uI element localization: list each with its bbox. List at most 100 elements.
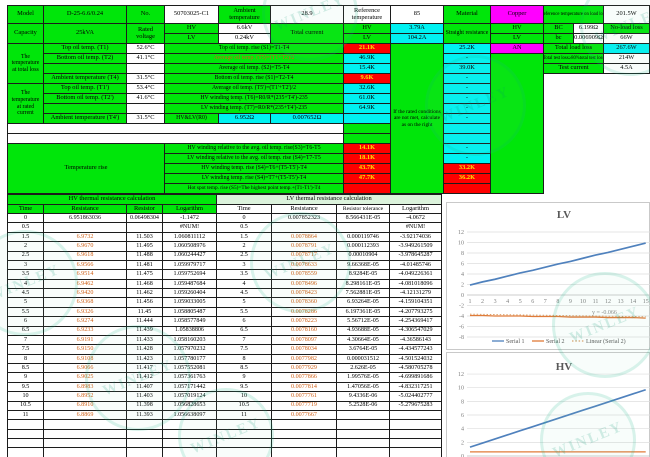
lv-table-cell: 0.0078717 bbox=[272, 251, 337, 261]
model-label: Model bbox=[8, 6, 44, 24]
formula-s2: Average oil temp. (S2)=T5-T4 bbox=[165, 64, 344, 74]
svg-text:1: 1 bbox=[469, 299, 472, 305]
hv-table-cell: 2 bbox=[8, 242, 44, 252]
lv-table-cell: #NUM! bbox=[390, 223, 442, 233]
hv-table-cell: 6.9108 bbox=[44, 354, 127, 364]
lv-table-cell: 2.626E-05 bbox=[337, 364, 390, 374]
hv-table-cell bbox=[8, 448, 44, 457]
hv-table-cell: 6.9326 bbox=[44, 307, 127, 318]
no-label: No. bbox=[127, 6, 165, 24]
hv-table-cell: 11.423 bbox=[127, 354, 163, 364]
lv-table-cell bbox=[337, 410, 390, 421]
lv-table-cell: 0.0077866 bbox=[272, 373, 337, 383]
lv-table-cell bbox=[390, 439, 442, 449]
hv-table-cell: 6.9566 bbox=[44, 260, 127, 271]
value-t5: 46.9K bbox=[344, 54, 391, 64]
ambient-temp-value: 28.9 bbox=[271, 6, 344, 24]
lv-table-cell: 0.5 bbox=[217, 223, 272, 233]
hv-table-cell: 1.056828653 bbox=[163, 401, 217, 411]
hv-table-cell bbox=[127, 429, 163, 439]
hv-table-cell: 6.9420 bbox=[44, 289, 127, 299]
lv-table-cell: -4.01485746 bbox=[390, 260, 442, 271]
note-rated-conditions: If the rated conditions are not met, cal… bbox=[391, 44, 444, 194]
hv-table-cell: 6.9368 bbox=[44, 298, 127, 308]
formula-hotspot: Hot spot temp. rise (S5)=The highest poi… bbox=[165, 184, 344, 194]
svg-text:8: 8 bbox=[461, 399, 464, 405]
value-hotspot bbox=[344, 184, 391, 194]
value-t6: 61.0K bbox=[344, 94, 391, 104]
lv-table-cell: 9.4336E-06 bbox=[337, 392, 390, 402]
side-value: - bbox=[444, 104, 491, 114]
svg-text:8: 8 bbox=[461, 251, 464, 257]
hv-table-cell: #NUM! bbox=[163, 223, 217, 233]
lv-table-cell: 1.5 bbox=[217, 232, 272, 243]
value-blank bbox=[344, 124, 391, 134]
hv-table-cell: 1.05838806 bbox=[163, 326, 217, 336]
lv-table-cell: 0.0077761 bbox=[272, 392, 337, 402]
hv-table-cell bbox=[127, 223, 163, 233]
hv-table-cell: 1.058577849 bbox=[163, 317, 217, 327]
hv-table-cell: 11.398 bbox=[127, 401, 163, 411]
formula-hv-rise: HV winding temp. rise (S4)=T6+(T5-T5')-T… bbox=[165, 164, 344, 174]
side-blank bbox=[444, 184, 491, 194]
temp-row-value bbox=[127, 64, 165, 74]
hv-table-cell bbox=[127, 448, 163, 457]
hv-table-cell bbox=[127, 439, 163, 449]
hv-table-cell: 11.468 bbox=[127, 279, 163, 289]
side-value: 25.2K bbox=[444, 44, 491, 54]
lv-table-cell bbox=[390, 410, 442, 421]
value-t5p: 32.6K bbox=[344, 84, 391, 94]
rated-voltage-label: Rated voltage bbox=[127, 24, 165, 44]
lv-table-cell: -4.159104351 bbox=[390, 298, 442, 308]
lv-table-cell: 1.47056E-05 bbox=[337, 382, 390, 393]
lv-table-cell: 5 bbox=[217, 298, 272, 308]
value-blank bbox=[344, 114, 391, 124]
hv-table-cell: 6.5 bbox=[8, 326, 44, 336]
hv-table-cell: 0 bbox=[8, 214, 44, 224]
temp-row-label: Bottom oil temp. (T2) bbox=[44, 54, 127, 64]
an-value: AN bbox=[491, 44, 544, 54]
svg-text:3: 3 bbox=[494, 299, 497, 305]
lv-table-cell: 0.0077667 bbox=[272, 410, 337, 421]
value-s4: 18.1K bbox=[344, 154, 391, 164]
lv-table-cell bbox=[337, 439, 390, 449]
value-s2: 15.4K bbox=[344, 64, 391, 74]
svg-text:2: 2 bbox=[461, 283, 464, 289]
total-load-loss-value: 267.6W bbox=[604, 44, 650, 54]
blank-row bbox=[8, 134, 344, 144]
lv-table-cell: 6.5 bbox=[217, 326, 272, 336]
svg-text:y = -0.066: y = -0.066 bbox=[592, 310, 617, 316]
svg-text:5: 5 bbox=[519, 299, 522, 305]
lv-table-cell: -5.279675283 bbox=[390, 401, 442, 411]
formula-s1: Top oil temp. rise (S1)=T1-T4 bbox=[165, 44, 344, 54]
lv-table-cell: -4.0672 bbox=[390, 214, 442, 224]
lv-table-cell: 0.0077814 bbox=[272, 382, 337, 393]
svg-text:-4: -4 bbox=[459, 314, 464, 320]
hv-table-cell: 1.5 bbox=[8, 232, 44, 243]
blank-row bbox=[8, 124, 344, 134]
no-load-loss-value: 66W bbox=[604, 34, 650, 44]
hv-table-cell: 0.5 bbox=[8, 223, 44, 233]
ref-loss-label: Reference temperature on load loss bbox=[544, 6, 604, 24]
bc-value: 6.199Ω bbox=[574, 24, 604, 34]
hv-chart: HV 0 2 4 6 8 10 12 bbox=[446, 352, 650, 457]
formula-t5p: Average oil temp. (T5')=(T1'+T2')/2 bbox=[165, 84, 344, 94]
svg-text:15: 15 bbox=[643, 299, 649, 305]
hv-table-cell: 6.9462 bbox=[44, 279, 127, 289]
lv-table-cell: -4.049226361 bbox=[390, 270, 442, 280]
hv-table-title: HV thermal resistance calculation bbox=[8, 195, 217, 205]
model-value: D-25-6.6/0.24 bbox=[44, 6, 127, 24]
hv-table-cell bbox=[127, 420, 163, 430]
no-value: 50703025-C1 bbox=[165, 6, 219, 24]
hv-table-cell: 11.495 bbox=[127, 242, 163, 252]
lv-table-cell: 11 bbox=[217, 410, 272, 421]
lv-table-cell: 0.0078864 bbox=[272, 232, 337, 243]
side-value: - bbox=[444, 114, 491, 124]
lv-table-cell: 0.000031512 bbox=[337, 354, 390, 364]
value-bottom-rise: 9.6K bbox=[344, 74, 391, 84]
ambient-temp-label: Ambient temperature bbox=[219, 6, 271, 24]
lv-table-cell: 4.30664E-05 bbox=[337, 335, 390, 346]
value-s1: 21.1K bbox=[344, 44, 391, 54]
